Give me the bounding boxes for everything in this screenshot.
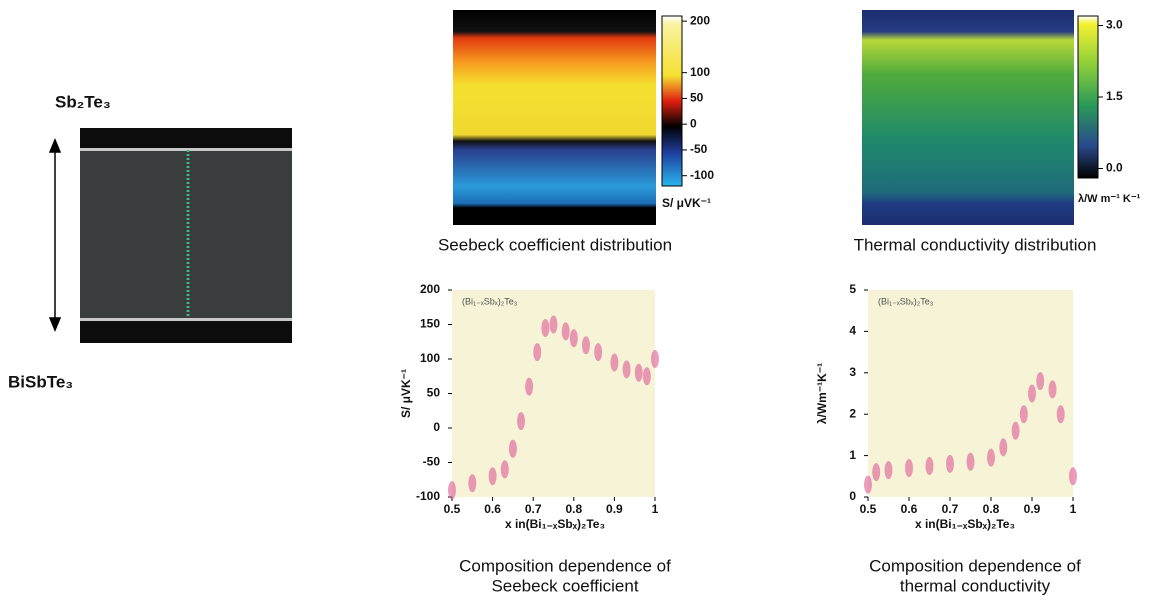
- sample-bottom-label: BiSbTe₃: [8, 372, 73, 391]
- y-tick-label: 150: [420, 317, 440, 331]
- caption: Seebeck coefficient distribution: [438, 235, 672, 254]
- point: [651, 350, 659, 368]
- x-tick-label: 1: [652, 502, 659, 516]
- colorbar-tick-label: 0.0: [1106, 161, 1123, 175]
- annotation: (Bi₁₋ₓSbₓ)₂Te₃: [878, 296, 934, 306]
- x-axis-label: x in(Bi₁₋ₓSbₓ)₂Te₃: [505, 517, 605, 531]
- arrow: [48, 138, 62, 332]
- x-tick-label: 0.6: [484, 502, 501, 516]
- x-tick-label: 0.8: [565, 502, 582, 516]
- x-tick-label: 0.9: [1024, 502, 1041, 516]
- y-tick-label: 200: [420, 282, 440, 296]
- point: [1019, 405, 1028, 424]
- point: [622, 360, 631, 379]
- point: [1011, 421, 1020, 440]
- y-axis-label: λ/Wm⁻¹K⁻¹: [815, 363, 829, 424]
- point: [594, 343, 603, 362]
- colorbar-tick-label: 200: [690, 13, 710, 27]
- colorbar: [1077, 15, 1099, 179]
- y-tick-label: -50: [423, 455, 441, 469]
- y-tick-label: 50: [427, 386, 441, 400]
- y-tick-label: 100: [420, 351, 440, 365]
- x-axis-label: x in(Bi₁₋ₓSbₓ)₂Te₃: [915, 517, 1015, 531]
- colorbar-tick-label: -100: [690, 168, 714, 182]
- colorbar: [661, 15, 683, 187]
- colorbar-label: λ/W m⁻¹ K⁻¹: [1078, 193, 1141, 205]
- point: [500, 460, 509, 479]
- point: [966, 452, 975, 471]
- y-tick-label: 0: [433, 420, 440, 434]
- x-tick-label: 0.8: [983, 502, 1000, 516]
- point: [642, 367, 651, 386]
- x-tick-label: 0.5: [860, 502, 877, 516]
- caption: thermal conductivity: [900, 576, 1051, 595]
- x-tick-label: 1: [1070, 502, 1077, 516]
- conductivity-map: [862, 10, 1074, 225]
- x-tick-label: 0.7: [942, 502, 959, 516]
- point: [1056, 405, 1065, 424]
- point: [533, 343, 542, 362]
- x-tick-label: 0.9: [606, 502, 623, 516]
- point: [508, 439, 517, 458]
- point: [610, 353, 619, 372]
- colorbar-tick-label: 3.0: [1106, 18, 1123, 32]
- colorbar-tick-label: 100: [690, 65, 710, 79]
- point: [1028, 384, 1036, 403]
- colorbar-tick-label: 1.5: [1106, 89, 1123, 103]
- point: [999, 438, 1008, 457]
- y-tick-label: 2: [849, 406, 856, 420]
- point: [569, 329, 578, 348]
- point: [541, 318, 550, 337]
- point: [634, 363, 643, 382]
- point: [517, 412, 526, 431]
- annotation: (Bi₁₋ₓSbₓ)₂Te₃: [462, 296, 518, 306]
- y-tick-label: -100: [416, 489, 440, 503]
- sample-top-label: Sb₂Te₃: [55, 92, 111, 111]
- y-tick-label: 1: [849, 448, 856, 462]
- seebeck-map: [453, 10, 656, 225]
- point: [884, 461, 893, 480]
- point: [1048, 380, 1057, 399]
- point: [488, 467, 497, 486]
- point: [549, 315, 558, 334]
- y-tick-label: 0: [849, 489, 856, 503]
- x-tick-label: 0.6: [901, 502, 918, 516]
- colorbar-tick-label: 0: [690, 116, 697, 130]
- point: [561, 322, 570, 341]
- point: [987, 448, 995, 467]
- point: [925, 456, 934, 475]
- point: [448, 481, 456, 500]
- caption: Composition dependence of: [459, 556, 671, 575]
- point: [1036, 372, 1045, 391]
- sample-image: [80, 128, 292, 343]
- x-tick-label: 0.5: [444, 502, 461, 516]
- point: [468, 474, 477, 493]
- y-tick-label: 3: [849, 365, 856, 379]
- colorbar-tick-label: -50: [690, 142, 708, 156]
- y-tick-label: 5: [849, 282, 856, 296]
- colorbar-tick-label: 50: [690, 91, 704, 105]
- point: [581, 336, 590, 355]
- point: [864, 475, 872, 494]
- y-axis-label: S/ μVK⁻¹: [399, 369, 413, 418]
- caption: Seebeck coefficient: [491, 576, 638, 595]
- point: [872, 463, 881, 482]
- x-tick-label: 0.7: [525, 502, 542, 516]
- colorbar-label: S/ μVK⁻¹: [662, 196, 711, 210]
- point: [525, 377, 534, 396]
- caption: Thermal conductivity distribution: [854, 235, 1097, 254]
- point: [946, 454, 954, 473]
- y-tick-label: 4: [849, 324, 856, 338]
- caption: Composition dependence of: [869, 556, 1081, 575]
- point: [1069, 467, 1077, 486]
- point: [905, 459, 913, 478]
